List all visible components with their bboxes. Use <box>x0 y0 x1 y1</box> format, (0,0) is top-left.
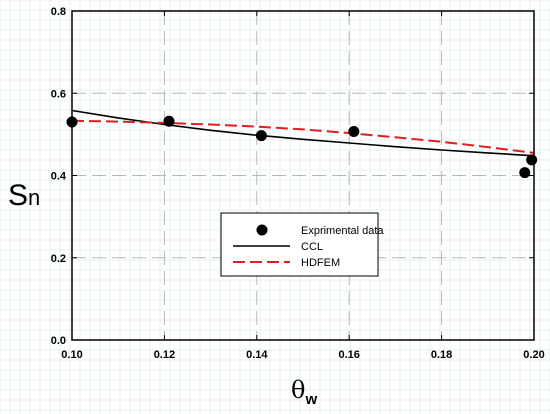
legend-marker-scatter <box>256 224 268 236</box>
y-tick-label: 0.2 <box>51 253 66 265</box>
y-axis-label-sub: n <box>28 185 40 210</box>
x-tick-label: 0.18 <box>431 349 452 361</box>
data-point <box>348 125 360 137</box>
legend-box <box>220 212 379 277</box>
y-tick-label: 0.6 <box>51 88 66 100</box>
axis-ticks: 0.10 0.12 0.14 0.16 0.18 0.20 0.0 0.2 0.4 0.6 0.8 <box>51 6 545 361</box>
x-tick-label: 0.12 <box>154 349 175 361</box>
x-tick-label: 0.14 <box>246 349 268 361</box>
y-tick-label: 0.0 <box>51 335 66 347</box>
y-tick-label: 0.4 <box>51 171 67 183</box>
x-axis-label-sub: w <box>304 391 317 408</box>
y-axis-label-main: S <box>8 179 28 212</box>
legend-label: CCL <box>301 241 323 253</box>
legend: Exprimental data CCL HDFEM <box>220 212 384 277</box>
x-tick-label: 0.16 <box>338 349 359 361</box>
series-layer <box>66 109 538 179</box>
data-point <box>163 115 175 127</box>
data-point <box>519 167 531 179</box>
data-point <box>526 154 538 166</box>
series-line-hdfem <box>71 119 535 154</box>
x-tick-label: 0.20 <box>523 349 544 361</box>
x-tick-label: 0.10 <box>61 349 82 361</box>
x-axis-label-main: θ <box>291 376 305 404</box>
legend-label: HDFEM <box>301 257 340 269</box>
legend-label: Exprimental data <box>301 225 384 237</box>
data-point <box>255 130 267 142</box>
y-tick-label: 0.8 <box>51 6 66 18</box>
y-axis-label: Sn <box>8 179 40 212</box>
series-line-ccl <box>71 109 535 157</box>
x-axis-label: θw <box>291 376 317 408</box>
